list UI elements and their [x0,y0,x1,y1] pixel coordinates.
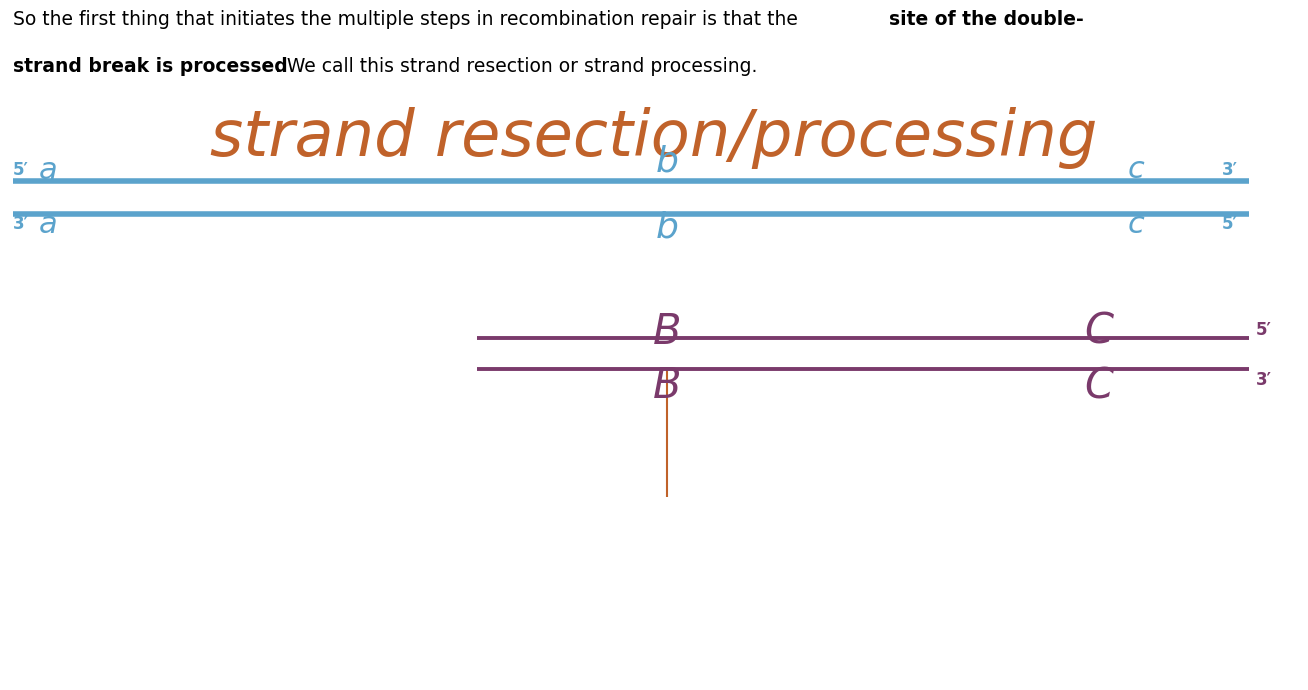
Text: strand break is processed: strand break is processed [13,57,288,76]
Text: a: a [39,156,58,185]
Text: b: b [655,211,679,245]
Text: 5′: 5′ [1256,321,1271,339]
Text: a: a [39,210,58,239]
Text: 5′: 5′ [13,161,29,179]
Text: 3′: 3′ [1222,161,1237,179]
Text: B: B [653,365,681,407]
Text: b: b [655,145,679,179]
Text: strand resection/processing: strand resection/processing [211,107,1097,169]
Text: So the first thing that initiates the multiple steps in recombination repair is : So the first thing that initiates the mu… [13,10,804,30]
Text: C: C [1084,365,1113,407]
Text: 3′: 3′ [13,215,29,233]
Text: c: c [1127,155,1144,184]
Text: 5′: 5′ [1222,215,1237,233]
Text: c: c [1127,210,1144,239]
Text: 3′: 3′ [1256,371,1271,388]
Text: C: C [1084,310,1113,353]
Text: site of the double-: site of the double- [889,10,1084,30]
Text: . We call this strand resection or strand processing.: . We call this strand resection or stran… [275,57,757,76]
Text: B: B [653,310,681,353]
